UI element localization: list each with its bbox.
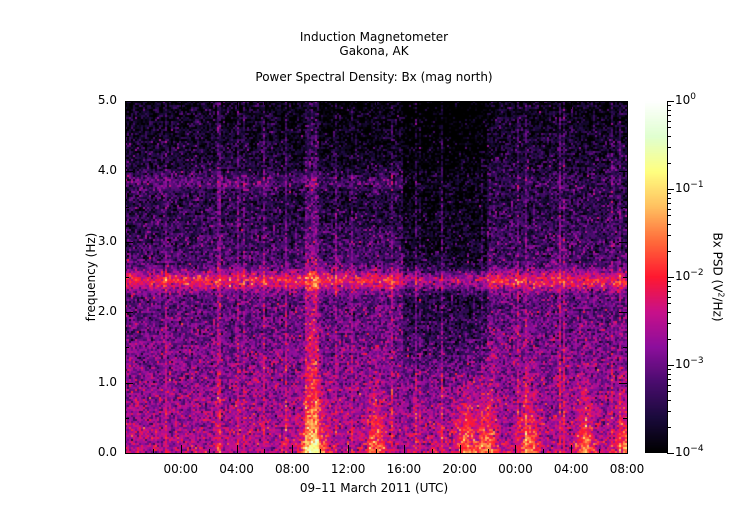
x-tick-label: 04:00 <box>219 462 254 476</box>
plot-frame <box>125 101 628 454</box>
chart-title-line-1: Induction Magnetometer <box>299 30 449 44</box>
colorbar-tick-label: 10−3 <box>675 356 704 371</box>
x-tick-label: 20:00 <box>442 462 477 476</box>
x-axis-label: 09–11 March 2011 (UTC) <box>299 481 449 495</box>
y-axis-label: frequency (Hz) <box>84 232 98 322</box>
chart-title-line-2: Gakona, AK <box>339 44 409 58</box>
x-tick-label: 08:00 <box>275 462 310 476</box>
x-tick-label: 04:00 <box>553 462 589 476</box>
colorbar <box>645 101 667 453</box>
colorbar-tick-label: 10−4 <box>675 444 704 459</box>
colorbar-tick-label: 10−1 <box>675 180 704 195</box>
x-tick-label: 16:00 <box>386 462 422 476</box>
chart-subtitle: Power Spectral Density: Bx (mag north) <box>255 70 493 84</box>
colorbar-tick-label: 10−2 <box>675 268 704 283</box>
x-tick-label: 00:00 <box>163 462 199 476</box>
colorbar-label: Bx PSD (V2/Hz) <box>710 232 726 322</box>
y-tick-label: 0.0 <box>97 445 117 459</box>
x-tick-label: 12:00 <box>330 462 366 476</box>
colorbar-tick-label: 100 <box>675 92 697 107</box>
y-tick-label: 5.0 <box>97 93 117 107</box>
y-tick-label: 1.0 <box>97 374 117 389</box>
x-tick-label: 00:00 <box>498 462 533 476</box>
spectrogram-plot <box>125 101 627 453</box>
x-tick-label: 08:00 <box>609 462 645 476</box>
y-tick-label: 2.0 <box>97 304 117 319</box>
y-tick-label: 4.0 <box>97 163 117 178</box>
y-tick-label: 3.0 <box>97 233 117 248</box>
